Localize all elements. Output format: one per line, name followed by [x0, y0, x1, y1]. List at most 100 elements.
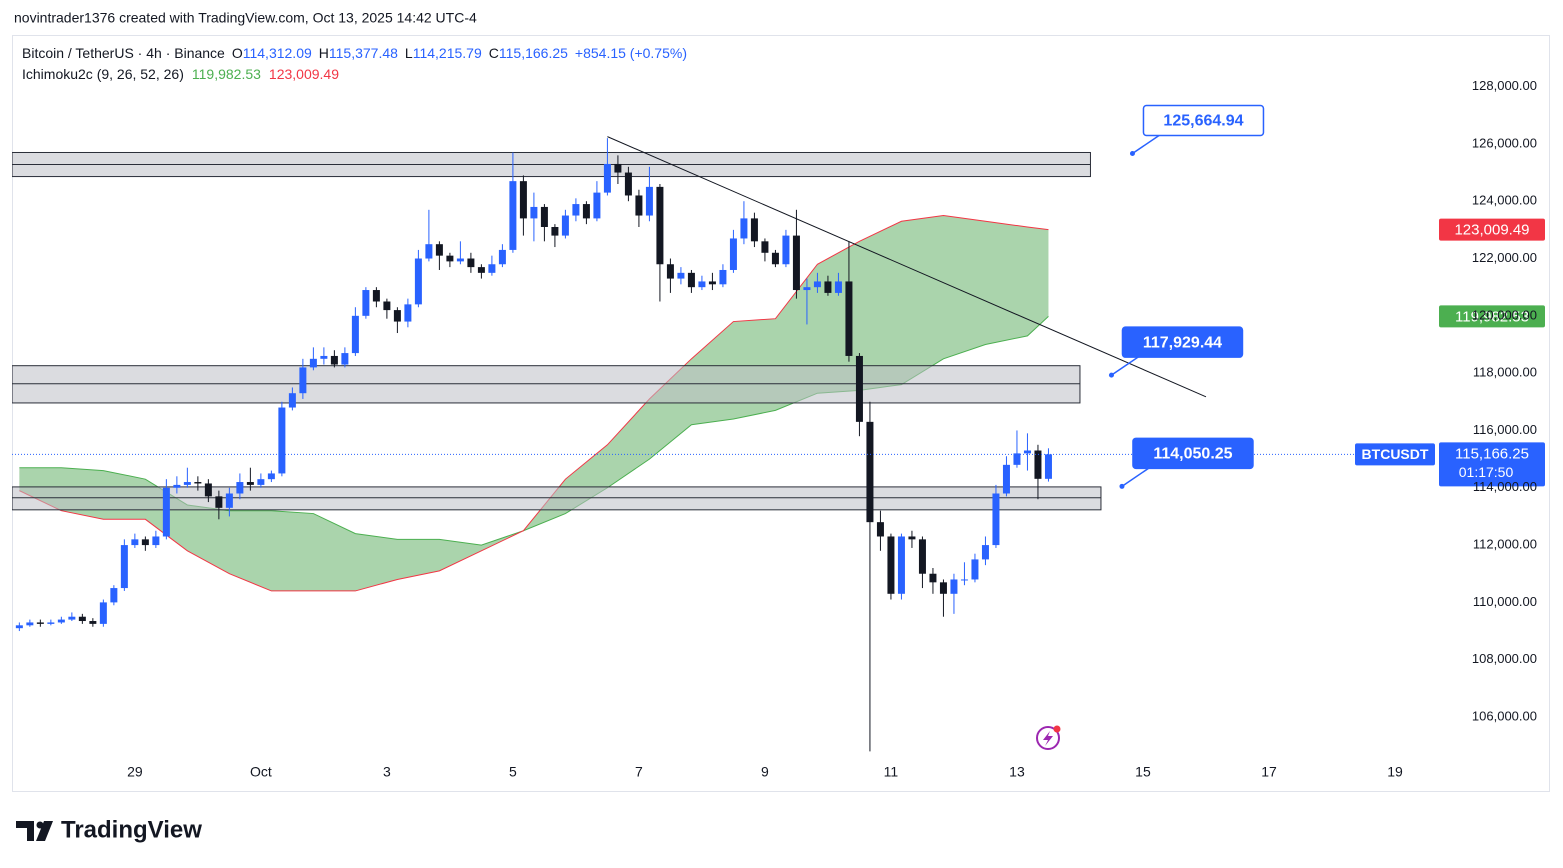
ohlc-value: 115,166.25 [499, 45, 568, 61]
x-tick-label: 9 [761, 764, 769, 780]
candle-body [351, 315, 359, 354]
candle-body [719, 269, 727, 285]
candle-body [1023, 450, 1031, 454]
candle-body [173, 484, 181, 488]
candle-body [446, 255, 454, 262]
candle-body [740, 218, 748, 239]
indicator-title: Ichimoku2c (9, 26, 52, 26) [22, 66, 184, 82]
indicator-value-a: 119,982.53 [192, 66, 261, 82]
candle-body [141, 539, 149, 546]
candle-body [57, 619, 65, 623]
symbol-tag-bg [1355, 443, 1435, 466]
candle-body [771, 252, 779, 265]
candle-body [393, 310, 401, 322]
candle-body [194, 482, 202, 484]
x-tick-label: 3 [383, 764, 391, 780]
candle-body [551, 226, 559, 236]
y-tick-label: 110,000.00 [1473, 594, 1537, 609]
candle-body [834, 281, 842, 293]
y-tick-label: 112,000.00 [1473, 537, 1537, 552]
trendline [607, 136, 1207, 398]
countdown: 01:17:50 [1459, 464, 1514, 480]
candle-body [519, 181, 527, 219]
candle-body [488, 264, 496, 273]
candle-body [299, 367, 307, 394]
y-tick-label: 122,000.00 [1472, 250, 1537, 265]
candle-body [1044, 454, 1052, 479]
candle-body [15, 625, 23, 629]
candle-body [341, 353, 349, 365]
candle-body [908, 536, 916, 540]
candle-body [1013, 453, 1021, 465]
candle-body [236, 482, 244, 494]
span-b-tag-bg [1439, 218, 1545, 241]
candle-body [435, 244, 443, 256]
annotation-label: 114,050.25 [1153, 446, 1232, 463]
candle-body [792, 235, 800, 291]
candle-body [929, 573, 937, 583]
span-a-tag-bg [1439, 305, 1545, 328]
y-tick-label: 124,000.00 [1472, 193, 1537, 208]
candle-body [36, 622, 44, 624]
candle-body [246, 482, 254, 485]
candle-body [603, 163, 611, 193]
price-tag: 115,166.25 [1455, 445, 1529, 462]
candle-body [477, 267, 485, 273]
y-tick-label: 126,000.00 [1472, 135, 1537, 150]
candle-body [456, 258, 464, 262]
candle-body [824, 281, 832, 293]
x-tick-label: 5 [509, 764, 517, 780]
candle-body [782, 235, 790, 265]
y-tick-label: 120,000.00 [1472, 307, 1537, 322]
x-tick-label: 15 [1135, 764, 1151, 780]
candle-body [729, 238, 737, 270]
candle-body [99, 602, 107, 624]
annotation-label: 125,664.94 [1163, 113, 1243, 130]
brand-name: TradingView [61, 816, 202, 843]
ohlc-value: 115,377.48 [329, 45, 398, 61]
candle-body [131, 539, 139, 546]
legend-line: Bitcoin / TetherUS · 4h · Binance O114,31… [22, 45, 687, 61]
candle-body [1002, 464, 1010, 494]
y-tick-label: 116,000.00 [1473, 422, 1537, 437]
candle-body [813, 281, 821, 288]
symbol-title: Bitcoin / TetherUS · 4h · Binance [22, 45, 225, 61]
zone [12, 486, 1102, 511]
candle-body [120, 545, 128, 589]
candle-body [78, 616, 86, 622]
candle-body [635, 195, 643, 216]
candle-body [257, 479, 265, 485]
candle-body [47, 622, 55, 624]
candle-body [330, 355, 338, 365]
candle-body [845, 281, 853, 356]
span-b-tag: 123,009.49 [1454, 222, 1529, 239]
candle-body [68, 616, 76, 620]
candle-body [278, 407, 286, 474]
candle-body [687, 272, 695, 288]
ohlc-key: C [489, 45, 499, 61]
candle-body [204, 483, 212, 497]
candle-body [561, 215, 569, 236]
ohlc-value: 114,312.09 [243, 45, 312, 61]
candle-body [540, 206, 548, 227]
candle-body [404, 304, 412, 322]
candle-body [750, 218, 758, 242]
candle-body [624, 172, 632, 196]
plot-area [12, 136, 1437, 752]
change: +854.15 (+0.75%) [575, 45, 687, 61]
candle-body [698, 281, 706, 288]
candle-body [267, 473, 275, 480]
candle-body [593, 192, 601, 219]
y-tick-label: 106,000.00 [1472, 708, 1537, 723]
candle-body [509, 181, 517, 250]
candle-body [971, 559, 979, 580]
cloud-fill [19, 215, 1049, 591]
ohlc-key: O [232, 45, 243, 61]
candle-body [876, 522, 884, 537]
candle-body [656, 186, 664, 265]
candle-body [677, 272, 685, 279]
candle-body [372, 290, 380, 302]
annotation-dot [1108, 372, 1114, 378]
x-tick-label: Oct [250, 764, 272, 780]
